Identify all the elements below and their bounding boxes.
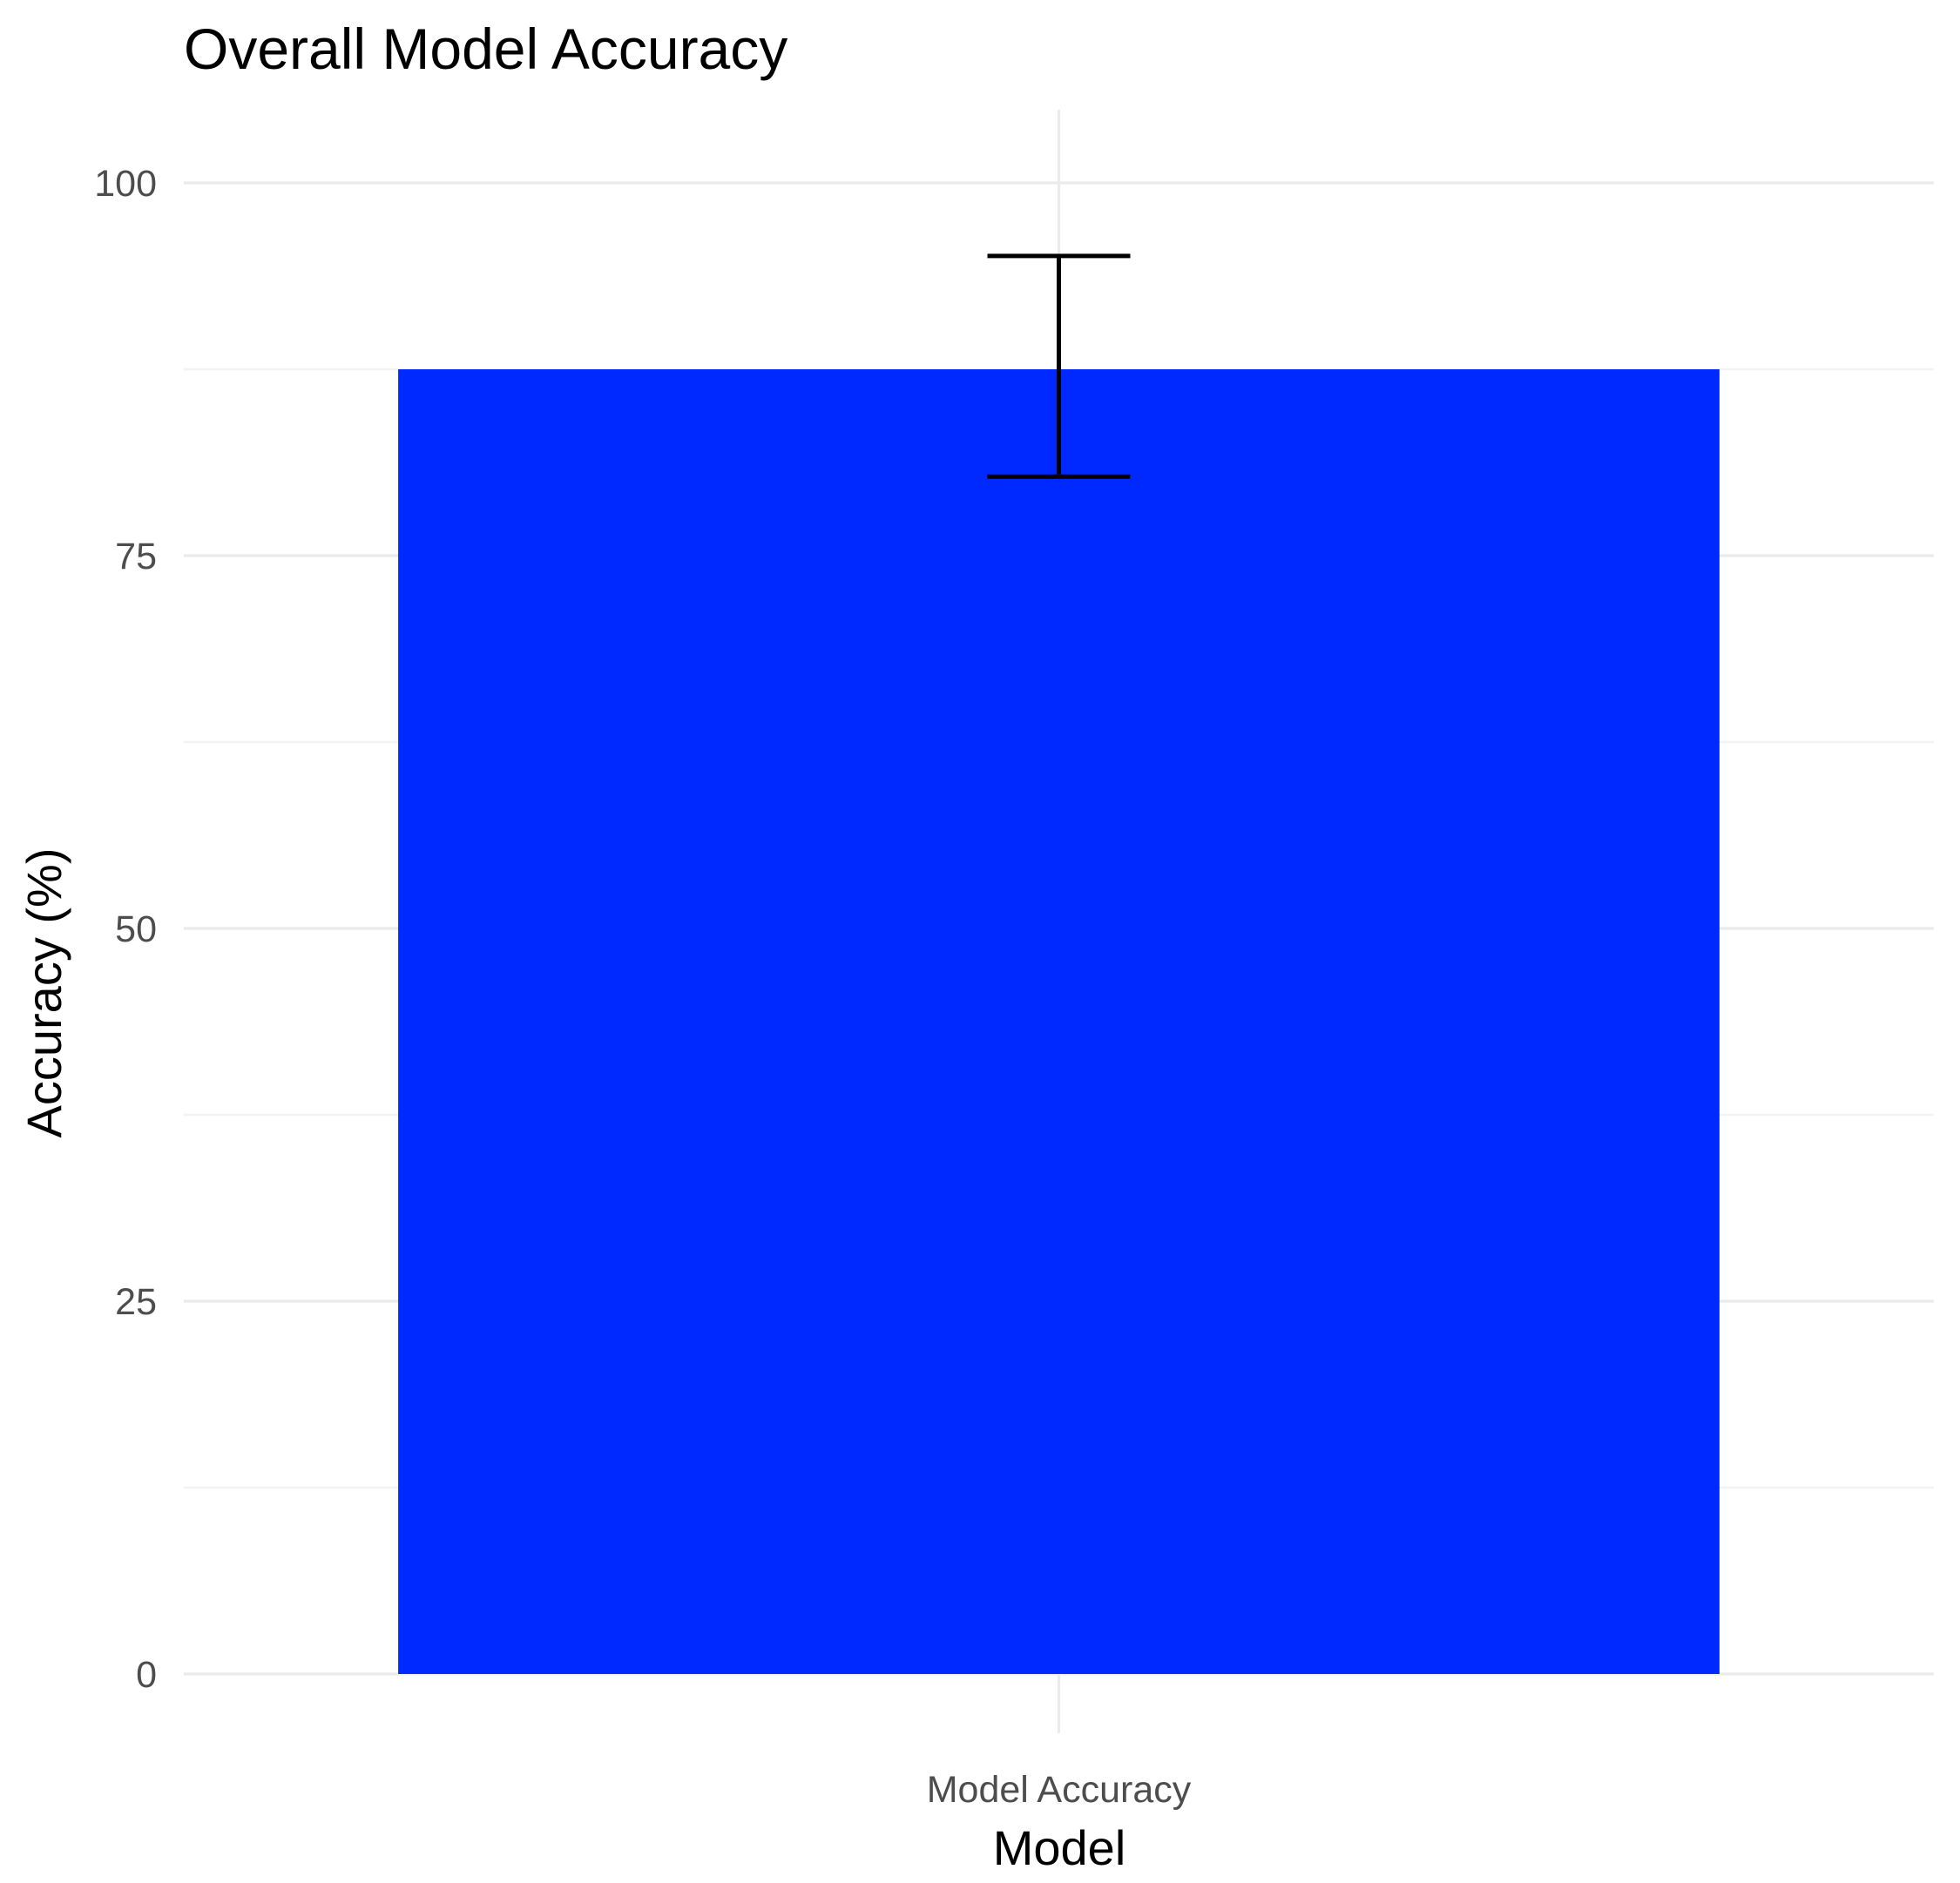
y-tick-label: 75 <box>115 536 157 577</box>
y-tick-label: 50 <box>115 908 157 950</box>
y-tick-label: 25 <box>115 1281 157 1323</box>
x-tick-label: Model Accuracy <box>927 1769 1192 1811</box>
bar-layer <box>398 369 1720 1674</box>
bar <box>398 369 1720 1674</box>
tick-layer: 0 25 50 75 100 Model Accuracy <box>94 163 1192 1811</box>
x-axis-title: Model <box>993 1820 1126 1875</box>
y-tick-label: 0 <box>136 1654 157 1696</box>
y-axis-title: Accuracy (%) <box>17 848 71 1138</box>
errorbar-layer <box>987 253 1131 479</box>
chart-title: Overall Model Accuracy <box>184 17 787 81</box>
y-tick-label: 100 <box>94 163 157 205</box>
